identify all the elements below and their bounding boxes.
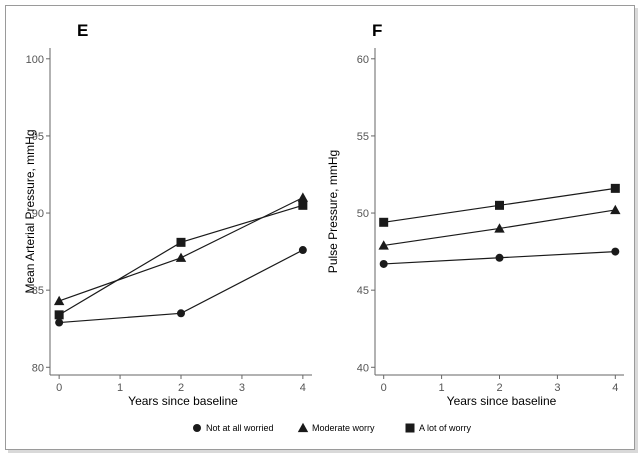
x-axis-title: Years since baseline (447, 394, 557, 408)
y-tick-label: 60 (357, 54, 369, 66)
data-point-circle (177, 309, 185, 318)
y-tick-label: 85 (32, 285, 44, 297)
data-point-square (54, 310, 64, 320)
x-tick-label: 1 (117, 382, 123, 394)
x-tick-label: 4 (300, 382, 306, 394)
legend: Not at all worried Moderate worry A lot of… (193, 422, 472, 433)
x-tick-label: 3 (239, 382, 245, 394)
data-point-triangle (53, 295, 65, 306)
x-tick-label: 0 (56, 382, 62, 394)
data-point-square (495, 200, 504, 210)
y-axis-title: Mean Arterial Pressure, mmHg (23, 129, 37, 293)
panel-f: F 40 45 50 55 60 0 1 2 3 4 Years since baseline Puls… (326, 21, 624, 408)
y-tick-label: 80 (32, 362, 44, 374)
y-tick-label: 95 (32, 131, 44, 143)
y-tick-label: 90 (32, 208, 44, 220)
y-tick-label: 55 (357, 131, 369, 143)
data-point-square (176, 237, 186, 247)
x-tick-label: 1 (439, 382, 445, 394)
series-line-triangle (58, 197, 304, 302)
data-point-triangle (378, 240, 389, 250)
y-axis-title: Pulse Pressure, mmHg (326, 150, 340, 273)
data-point-triangle (610, 204, 621, 215)
data-point-triangle (297, 192, 309, 202)
data-point-triangle (494, 223, 505, 233)
legend-label: A lot of worry (419, 423, 472, 433)
panel-e: E 80 85 90 95 100 0 1 2 3 4 Years since baseline Mea… (23, 21, 312, 408)
data-point-circle (298, 246, 307, 255)
data-point-circle (55, 318, 64, 327)
legend-marker-circle (193, 424, 201, 432)
data-point-circle (611, 247, 620, 256)
legend-label: Not at all worried (206, 423, 274, 433)
data-point-circle (379, 259, 388, 268)
figure-canvas: E 80 85 90 95 100 0 1 2 3 4 Years since baseline Mea… (23, 21, 624, 433)
data-point-circle (495, 253, 504, 262)
x-tick-label: 0 (381, 382, 387, 394)
legend-marker-square (405, 423, 415, 433)
y-tick-label: 45 (357, 285, 369, 297)
legend-label: Moderate worry (312, 423, 375, 433)
x-tick-label: 2 (178, 382, 184, 394)
panel-letter: E (77, 21, 88, 40)
panel-letter: F (372, 21, 382, 40)
data-point-square (610, 183, 620, 193)
x-axis-title: Years since baseline (128, 394, 238, 408)
data-point-triangle (175, 252, 187, 262)
legend-marker-triangle (297, 422, 309, 433)
x-tick-label: 2 (496, 382, 502, 394)
data-point-square (298, 200, 308, 210)
x-tick-label: 3 (554, 382, 560, 394)
data-point-square (379, 217, 389, 227)
y-tick-label: 50 (357, 208, 369, 220)
figure-frame: E 80 85 90 95 100 0 1 2 3 4 Years since baseline Mea… (5, 5, 635, 450)
x-tick-label: 4 (612, 382, 618, 394)
y-tick-label: 100 (26, 54, 44, 66)
y-tick-label: 40 (357, 362, 369, 374)
